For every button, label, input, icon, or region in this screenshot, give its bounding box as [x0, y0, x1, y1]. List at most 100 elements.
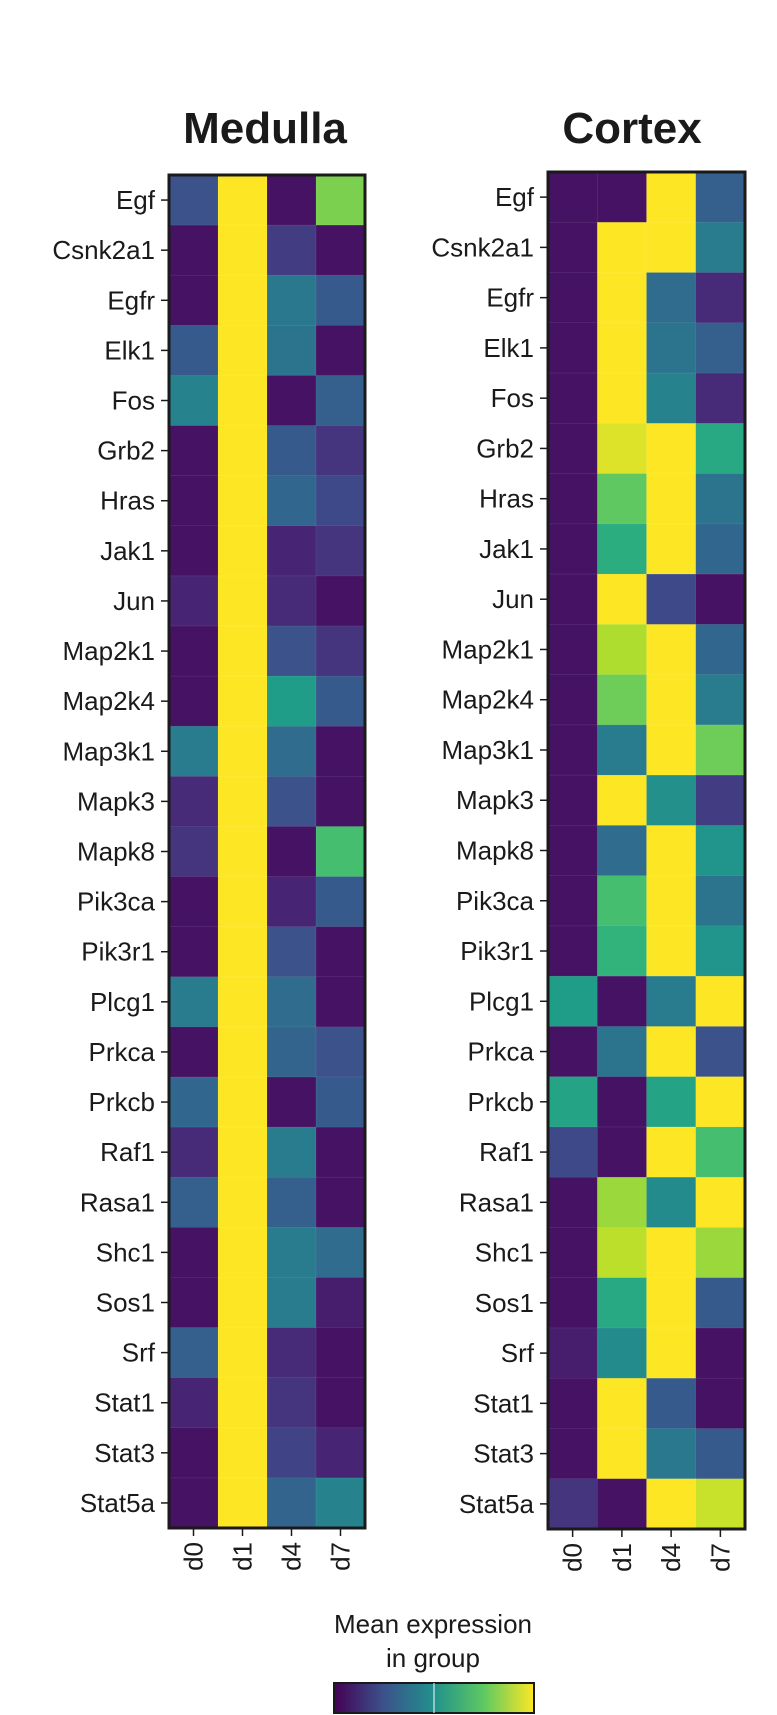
cortex-cell-csnk2a1-d4	[646, 221, 697, 274]
medulla-cell-egf-d4	[266, 174, 317, 226]
medulla-cell-elk1-d0	[168, 325, 219, 377]
cortex-cell-mapk8-d7	[695, 825, 746, 877]
medulla-cell-pik3ca-d0	[168, 876, 219, 928]
medulla-cell-map3k1-d0	[168, 725, 219, 778]
cortex-cell-elk1-d4	[646, 322, 697, 374]
cortex-cell-sos1-d7	[695, 1277, 746, 1329]
cortex-cell-prkca-d7	[695, 1026, 746, 1078]
cortex-cell-egfr-d0	[547, 272, 598, 324]
cortex-gene-label-mapk3: Mapk3	[456, 785, 534, 815]
medulla-cell-rasa1-d7	[315, 1176, 366, 1229]
cortex-cell-elk1-d0	[547, 322, 598, 374]
cortex-cell-prkcb-d0	[547, 1076, 598, 1128]
cortex-gene-label-egfr: Egfr	[486, 283, 534, 313]
medulla-cell-prkcb-d4	[266, 1076, 317, 1128]
medulla-cell-pik3ca-d7	[315, 876, 366, 928]
cortex-gene-label-stat5a: Stat5a	[459, 1489, 535, 1519]
cortex-cell-map3k1-d7	[695, 724, 746, 776]
cortex-gene-label-stat3: Stat3	[473, 1439, 534, 1469]
medulla-cell-mapk8-d0	[168, 826, 219, 878]
cortex-cell-stat1-d4	[646, 1377, 697, 1430]
cortex-cell-prkca-d0	[547, 1026, 598, 1078]
medulla-gene-label-grb2: Grb2	[97, 436, 155, 466]
medulla-cell-mapk3-d1	[217, 776, 268, 828]
cortex-cell-srf-d7	[695, 1327, 746, 1379]
cortex-cell-mapk3-d7	[695, 774, 746, 827]
cortex-cell-pik3r1-d0	[547, 925, 598, 977]
cortex-cell-mapk3-d0	[547, 774, 598, 827]
medulla-gene-label-sos1: Sos1	[96, 1288, 155, 1318]
cortex-cell-hras-d1	[596, 473, 648, 525]
cortex-gene-label-egf: Egf	[495, 182, 535, 212]
cortex-gene-label-map3k1: Map3k1	[442, 735, 535, 765]
medulla-cell-prkca-d4	[266, 1026, 317, 1078]
cortex-cell-egfr-d7	[695, 272, 746, 324]
cortex-cell-fos-d0	[547, 372, 598, 425]
medulla-cell-csnk2a1-d4	[266, 224, 317, 276]
cortex-gene-label-prkca: Prkca	[468, 1037, 535, 1067]
cortex-cell-egf-d1	[596, 171, 648, 223]
cortex-cell-prkcb-d4	[646, 1076, 697, 1128]
medulla-gene-label-stat5a: Stat5a	[80, 1488, 156, 1518]
medulla-cell-stat5a-d4	[266, 1477, 317, 1529]
cortex-cell-stat3-d1	[596, 1428, 648, 1480]
cortex-cell-fos-d4	[646, 372, 697, 425]
medulla-cell-fos-d4	[266, 375, 317, 427]
medulla-gene-label-srf: Srf	[122, 1338, 156, 1368]
medulla-cell-sos1-d0	[168, 1277, 219, 1329]
medulla-cell-stat1-d4	[266, 1377, 317, 1429]
cortex-cell-rasa1-d4	[646, 1176, 697, 1229]
medulla-cell-jun-d1	[217, 575, 268, 627]
medulla-cell-stat1-d1	[217, 1377, 268, 1429]
cortex-title: Cortex	[562, 104, 702, 153]
medulla-cell-prkcb-d0	[168, 1076, 219, 1128]
medulla-heatmap-panel: Medulla Egf Csnk2a1 Egfr Elk1 Fos Grb2 Hras Jak…	[52, 104, 367, 1571]
cortex-cell-jun-d1	[596, 573, 648, 626]
cortex-cell-map2k1-d7	[695, 624, 746, 676]
cortex-gene-label-pik3ca: Pik3ca	[456, 886, 535, 916]
medulla-cell-srf-d1	[217, 1327, 268, 1379]
cortex-cell-rasa1-d1	[596, 1176, 648, 1229]
medulla-cell-csnk2a1-d7	[315, 224, 366, 276]
cortex-gene-label-sos1: Sos1	[475, 1288, 534, 1318]
cortex-cell-sos1-d1	[596, 1277, 648, 1329]
cortex-cell-map2k1-d4	[646, 624, 697, 676]
cortex-cell-srf-d4	[646, 1327, 697, 1379]
cortex-gene-label-srf: Srf	[501, 1338, 535, 1368]
cortex-cell-stat3-d7	[695, 1428, 746, 1480]
medulla-cell-mapk8-d7	[315, 826, 366, 878]
medulla-cell-grb2-d7	[315, 425, 366, 477]
medulla-cell-map3k1-d7	[315, 725, 366, 778]
medulla-cell-stat5a-d7	[315, 1477, 366, 1529]
medulla-cell-stat3-d1	[217, 1427, 268, 1479]
medulla-cell-egf-d1	[217, 174, 268, 226]
medulla-gene-label-csnk2a1: Csnk2a1	[52, 235, 155, 265]
cortex-cell-jak1-d1	[596, 523, 648, 575]
medulla-cell-raf1-d0	[168, 1126, 219, 1178]
medulla-cell-egfr-d0	[168, 274, 219, 327]
medulla-cell-fos-d7	[315, 375, 366, 427]
cortex-cell-jun-d0	[547, 573, 598, 626]
medulla-cell-rasa1-d0	[168, 1176, 219, 1229]
cortex-cell-shc1-d7	[695, 1227, 746, 1279]
cortex-cell-rasa1-d0	[547, 1176, 598, 1229]
cortex-gene-label-map2k4: Map2k4	[442, 685, 535, 715]
medulla-gene-label-elk1: Elk1	[104, 335, 155, 365]
medulla-cell-stat3-d0	[168, 1427, 219, 1479]
medulla-cell-shc1-d7	[315, 1227, 366, 1279]
cortex-cell-stat1-d1	[596, 1377, 648, 1430]
medulla-cell-pik3r1-d0	[168, 926, 219, 978]
medulla-cell-stat3-d7	[315, 1427, 366, 1479]
medulla-cell-map3k1-d4	[266, 725, 317, 778]
medulla-cell-plcg1-d7	[315, 976, 366, 1028]
medulla-cell-pik3r1-d4	[266, 926, 317, 978]
medulla-cell-jak1-d1	[217, 525, 268, 577]
cortex-cell-grb2-d0	[547, 422, 598, 475]
medulla-cell-mapk8-d4	[266, 826, 317, 878]
medulla-cell-raf1-d1	[217, 1126, 268, 1178]
cortex-gene-label-hras: Hras	[479, 484, 534, 514]
medulla-cell-sos1-d1	[217, 1277, 268, 1329]
medulla-cell-stat1-d7	[315, 1377, 366, 1429]
cortex-cell-map3k1-d0	[547, 724, 598, 776]
cortex-cell-egf-d4	[646, 171, 697, 223]
